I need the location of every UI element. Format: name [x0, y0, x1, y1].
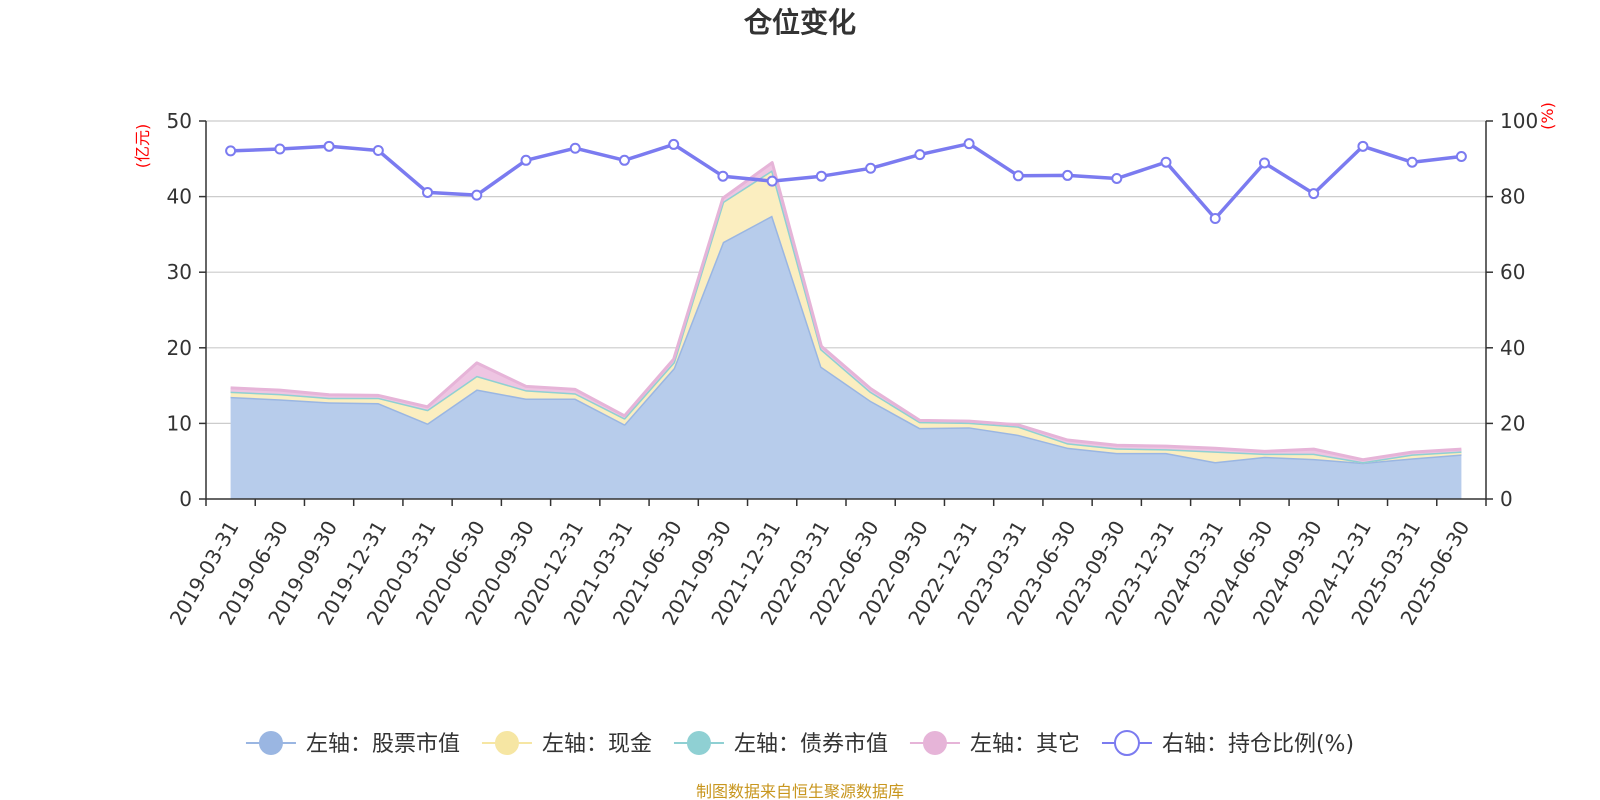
legend-label: 左轴：股票市值 — [306, 732, 460, 757]
legend-label: 左轴：现金 — [542, 732, 652, 757]
left-tick-label: 40 — [167, 185, 192, 209]
ratio-point — [1160, 156, 1172, 168]
right-tick-label: 60 — [1500, 260, 1525, 284]
right-tick-label: 0 — [1500, 487, 1513, 511]
data-source-note: 制图数据来自恒生聚源数据库 — [696, 782, 904, 800]
legend-item: 左轴：现金 — [481, 731, 652, 757]
left-tick-label: 30 — [167, 260, 192, 284]
ratio-point — [422, 186, 434, 198]
chart-title: 仓位变化 — [744, 6, 856, 39]
position-ratio-line — [225, 138, 1467, 225]
right-tick-label: 100 — [1500, 109, 1538, 133]
ratio-point — [618, 154, 630, 166]
stacked-areas — [230, 161, 1462, 499]
ratio-point — [372, 144, 384, 156]
ratio-point — [815, 170, 827, 182]
ratio-point — [1062, 169, 1074, 181]
left-tick-label: 10 — [167, 411, 192, 435]
legend-label: 右轴：持仓比例(%) — [1162, 732, 1354, 757]
area-左轴：股票市值 — [230, 215, 1462, 499]
right-tick-label: 80 — [1500, 185, 1525, 209]
ratio-point — [225, 145, 237, 157]
ratio-point — [766, 175, 778, 187]
ratio-point — [914, 149, 926, 161]
legend-item: 右轴：持仓比例(%) — [1101, 730, 1354, 757]
ratio-point — [1308, 188, 1320, 200]
ratio-point — [1455, 151, 1467, 163]
legend-item: 左轴：其它 — [909, 731, 1080, 757]
ratio-point — [1012, 170, 1024, 182]
ratio-point — [520, 154, 532, 166]
legend-label: 左轴：其它 — [970, 732, 1080, 757]
legend-item: 左轴：股票市值 — [245, 731, 460, 757]
ratio-point — [274, 143, 286, 155]
ratio-point — [865, 162, 877, 174]
legend: 左轴：股票市值 左轴：现金 左轴：债券市值 左轴：其它 右轴：持仓比例(%) — [245, 730, 1354, 757]
ratio-point — [1258, 157, 1270, 169]
legend-label: 左轴：债券市值 — [734, 732, 888, 757]
ratio-point — [323, 140, 335, 152]
ratio-point — [963, 138, 975, 150]
area-edge-左轴：其它 — [230, 161, 1462, 462]
legend-marker — [494, 731, 519, 755]
ratio-point — [1357, 140, 1369, 152]
axes: 010203040500204060801002019-03-312019-06… — [165, 109, 1538, 629]
ratio-point — [1406, 156, 1418, 168]
right-tick-label: 20 — [1500, 411, 1525, 435]
ratio-point — [569, 142, 581, 154]
ratio-point — [1111, 172, 1123, 184]
left-tick-label: 0 — [179, 487, 192, 511]
legend-marker — [922, 731, 947, 755]
ratio-point — [717, 170, 729, 182]
legend-marker — [1113, 730, 1140, 756]
ratio-point — [471, 189, 483, 201]
right-tick-label: 40 — [1500, 336, 1525, 360]
ratio-point — [1209, 213, 1221, 225]
left-tick-label: 20 — [167, 336, 192, 360]
line-右轴：持仓比例(%) — [230, 141, 1462, 221]
legend-marker — [686, 731, 711, 755]
ratio-point — [668, 138, 680, 150]
gridlines — [206, 120, 1486, 424]
legend-marker — [258, 731, 283, 755]
left-tick-label: 50 — [167, 109, 192, 133]
right-axis-unit: (%) — [1538, 102, 1557, 130]
left-axis-unit: (亿元) — [133, 124, 152, 169]
legend-item: 左轴：债券市值 — [673, 731, 888, 757]
